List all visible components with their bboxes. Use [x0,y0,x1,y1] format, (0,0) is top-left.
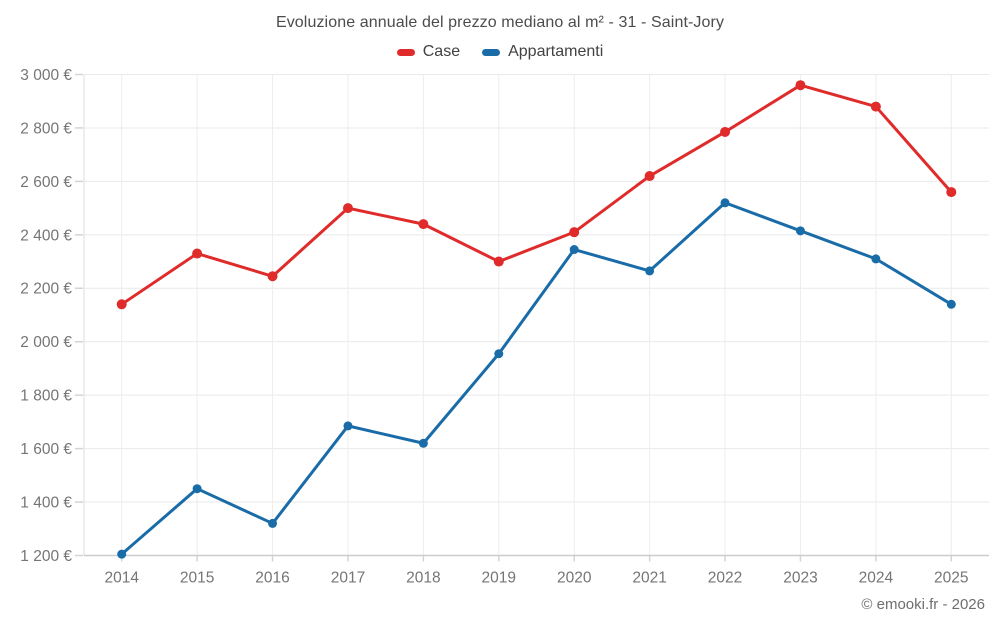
data-point-case-2017[interactable] [342,203,353,214]
data-point-case-2016[interactable] [267,271,278,282]
x-tick-label: 2025 [934,570,968,587]
x-tick-label: 2020 [557,570,592,587]
legend-swatch-icon [482,48,501,56]
data-point-appartamenti-2017[interactable] [343,421,353,431]
x-tick-label: 2016 [255,570,289,587]
data-point-case-2019[interactable] [493,256,504,267]
legend: Case Appartamenti [0,43,1000,61]
data-point-case-2021[interactable] [644,171,655,182]
x-tick-label: 2015 [180,570,214,587]
legend-label: Appartamenti [508,43,604,60]
data-point-case-2018[interactable] [418,219,429,230]
y-tick-label: 1 400 € [20,494,72,511]
x-tick-label: 2019 [482,570,516,587]
legend-swatch-icon [396,48,415,56]
data-point-case-2025[interactable] [946,187,957,198]
y-tick-label: 2 200 € [20,281,72,298]
y-tick-label: 2 800 € [20,120,72,137]
data-point-case-2014[interactable] [116,299,127,310]
data-point-case-2022[interactable] [720,126,731,137]
data-point-case-2023[interactable] [795,80,806,91]
data-point-appartamenti-2014[interactable] [117,549,127,559]
data-point-appartamenti-2015[interactable] [192,484,202,494]
data-point-appartamenti-2024[interactable] [871,254,881,264]
data-point-appartamenti-2020[interactable] [569,245,579,255]
legend-item-case[interactable]: Case [396,43,461,61]
y-tick-label: 1 200 € [20,548,72,565]
y-tick-label: 1 800 € [20,388,72,405]
data-point-appartamenti-2022[interactable] [720,198,730,208]
y-tick-label: 3 000 € [20,67,72,84]
data-point-appartamenti-2019[interactable] [494,349,504,359]
data-point-case-2024[interactable] [870,101,881,112]
x-tick-label: 2017 [331,570,365,587]
x-tick-label: 2018 [406,570,440,587]
legend-label: Case [422,43,461,60]
x-tick-label: 2023 [783,570,817,587]
data-point-case-2020[interactable] [569,227,580,238]
data-point-appartamenti-2021[interactable] [645,266,655,276]
data-point-appartamenti-2016[interactable] [268,518,278,528]
y-tick-label: 2 000 € [20,334,72,351]
data-point-case-2015[interactable] [192,248,203,259]
data-point-appartamenti-2018[interactable] [418,438,428,448]
series-line-appartamenti [120,201,953,556]
data-point-appartamenti-2025[interactable] [946,299,956,309]
x-tick-label: 2021 [632,570,666,587]
copyright: © emooki.fr - 2026 [861,596,985,613]
x-tick-label: 2022 [708,570,742,587]
legend-item-appartamenti[interactable]: Appartamenti [482,43,603,61]
y-tick-label: 2 600 € [20,174,72,191]
y-tick-label: 1 600 € [20,441,72,458]
series-line-case [120,83,953,306]
x-tick-label: 2024 [859,570,894,587]
x-tick-label: 2014 [104,570,139,587]
data-point-appartamenti-2023[interactable] [795,226,805,236]
chart-title: Evoluzione annuale del prezzo mediano al… [275,14,725,31]
y-tick-label: 2 400 € [20,227,72,244]
